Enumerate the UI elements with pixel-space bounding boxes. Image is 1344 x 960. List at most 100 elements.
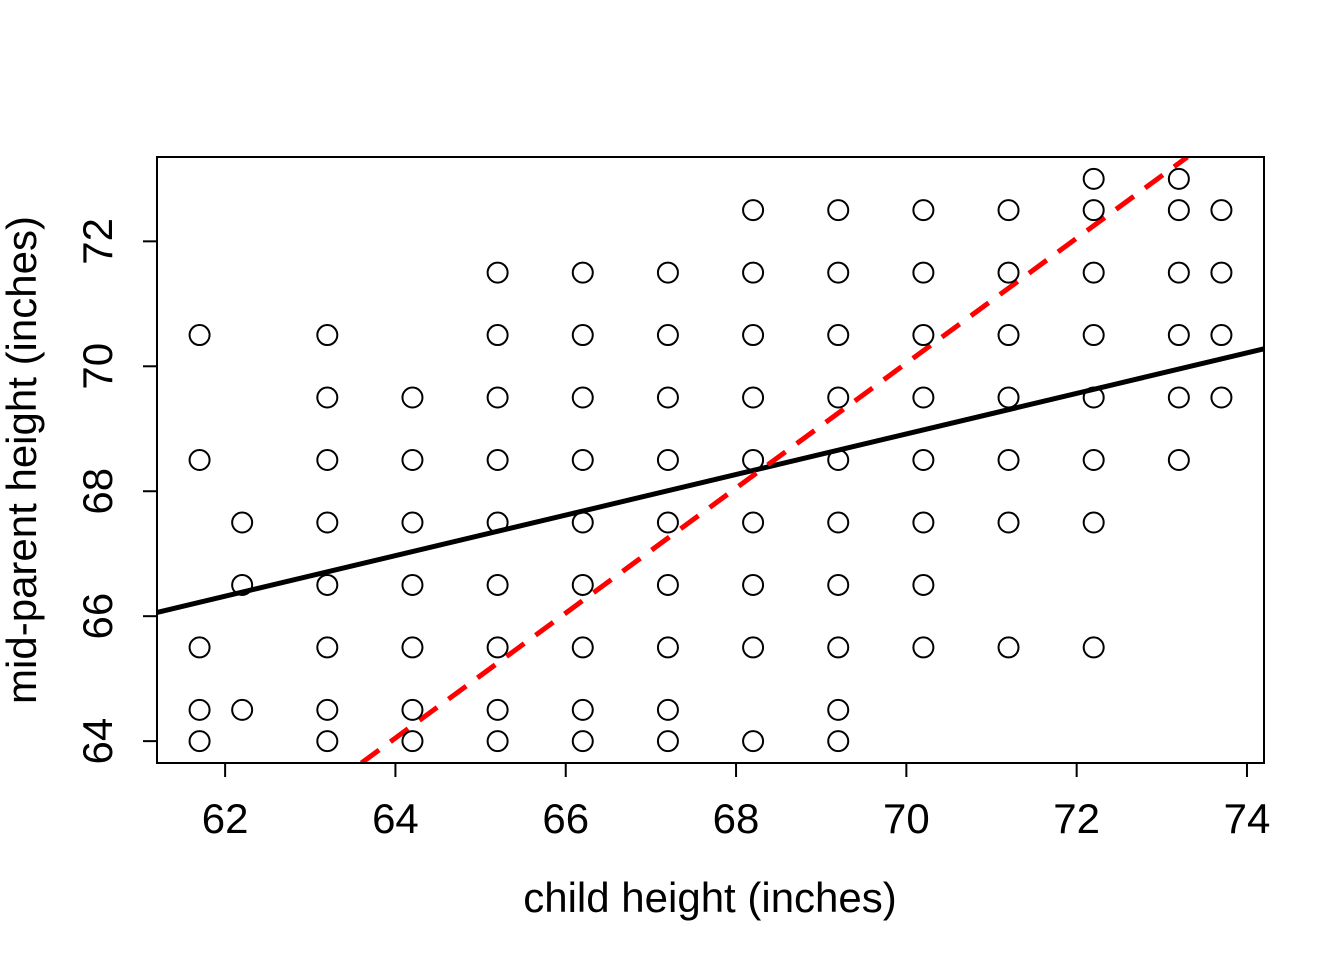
data-point	[997, 636, 1020, 659]
data-point	[486, 730, 509, 753]
data-point	[316, 324, 339, 347]
data-point	[1210, 199, 1233, 222]
data-point	[656, 698, 679, 721]
data-point	[912, 261, 935, 284]
data-point	[912, 324, 935, 347]
data-point	[486, 573, 509, 596]
data-point	[742, 636, 765, 659]
data-point	[188, 698, 211, 721]
data-point	[571, 698, 594, 721]
data-point	[912, 636, 935, 659]
y-tick-label: 68	[74, 468, 121, 515]
data-point	[316, 636, 339, 659]
data-point	[997, 324, 1020, 347]
y-tick-label: 66	[74, 593, 121, 640]
data-point	[656, 636, 679, 659]
x-tick-label: 62	[202, 795, 249, 842]
data-point	[1167, 386, 1190, 409]
data-point	[571, 636, 594, 659]
data-point	[316, 511, 339, 534]
data-point	[742, 261, 765, 284]
data-point	[571, 261, 594, 284]
data-point	[912, 386, 935, 409]
data-point	[656, 730, 679, 753]
data-point	[571, 324, 594, 347]
data-point	[827, 324, 850, 347]
data-point	[742, 324, 765, 347]
data-points	[188, 167, 1233, 753]
data-point	[1082, 386, 1105, 409]
data-point	[827, 573, 850, 596]
data-point	[486, 511, 509, 534]
data-point	[1082, 167, 1105, 190]
data-point	[188, 449, 211, 471]
data-point	[231, 511, 254, 534]
data-point	[912, 573, 935, 596]
data-point	[231, 698, 254, 721]
data-point	[742, 573, 765, 596]
data-point	[316, 449, 339, 471]
data-point	[1082, 449, 1105, 471]
data-point	[188, 324, 211, 347]
data-point	[997, 511, 1020, 534]
data-point	[486, 324, 509, 347]
regression-line	[157, 346, 1264, 615]
x-tick-label: 72	[1053, 795, 1100, 842]
y-axis-title: mid-parent height (inches)	[0, 216, 45, 704]
data-point	[486, 449, 509, 471]
data-point	[401, 636, 424, 659]
data-point	[316, 730, 339, 753]
x-tick-label: 70	[883, 795, 930, 842]
data-point	[188, 730, 211, 753]
data-point	[571, 386, 594, 409]
data-point	[827, 730, 850, 753]
data-point	[1210, 324, 1233, 347]
data-point	[401, 573, 424, 596]
data-point	[742, 386, 765, 409]
data-point	[997, 386, 1020, 409]
data-point	[997, 261, 1020, 284]
data-point	[1167, 261, 1190, 284]
data-point	[656, 261, 679, 284]
data-point	[571, 511, 594, 534]
data-point	[912, 511, 935, 534]
data-point	[827, 511, 850, 534]
data-point	[401, 511, 424, 534]
data-point	[656, 324, 679, 347]
data-point	[827, 636, 850, 659]
data-point	[401, 449, 424, 471]
x-tick-label: 64	[372, 795, 419, 842]
data-point	[997, 199, 1020, 222]
y-tick-label: 70	[74, 343, 121, 390]
data-point	[401, 386, 424, 409]
data-point	[1167, 324, 1190, 347]
x-tick-label: 66	[542, 795, 589, 842]
data-point	[401, 698, 424, 721]
data-point	[656, 386, 679, 409]
data-point	[827, 261, 850, 284]
y-tick-label: 64	[74, 718, 121, 765]
data-point	[827, 199, 850, 222]
data-point	[742, 511, 765, 534]
data-point	[1167, 199, 1190, 222]
data-point	[1210, 261, 1233, 284]
data-point	[656, 449, 679, 471]
data-point	[656, 511, 679, 534]
x-tick-label: 74	[1224, 795, 1271, 842]
data-point	[1082, 636, 1105, 659]
data-point	[742, 730, 765, 753]
plot-frame	[156, 156, 1265, 764]
x-axis: 62 64 66 68 70 72 74	[202, 762, 1271, 842]
data-point	[486, 636, 509, 659]
data-point	[486, 698, 509, 721]
y-tick-label: 72	[74, 218, 121, 265]
data-point	[912, 449, 935, 471]
data-point	[742, 449, 765, 471]
identity-line	[359, 157, 1189, 763]
data-point	[1210, 386, 1233, 409]
data-point	[1082, 324, 1105, 347]
data-point	[1167, 449, 1190, 471]
data-point	[316, 573, 339, 596]
data-point	[571, 449, 594, 471]
data-point	[571, 730, 594, 753]
